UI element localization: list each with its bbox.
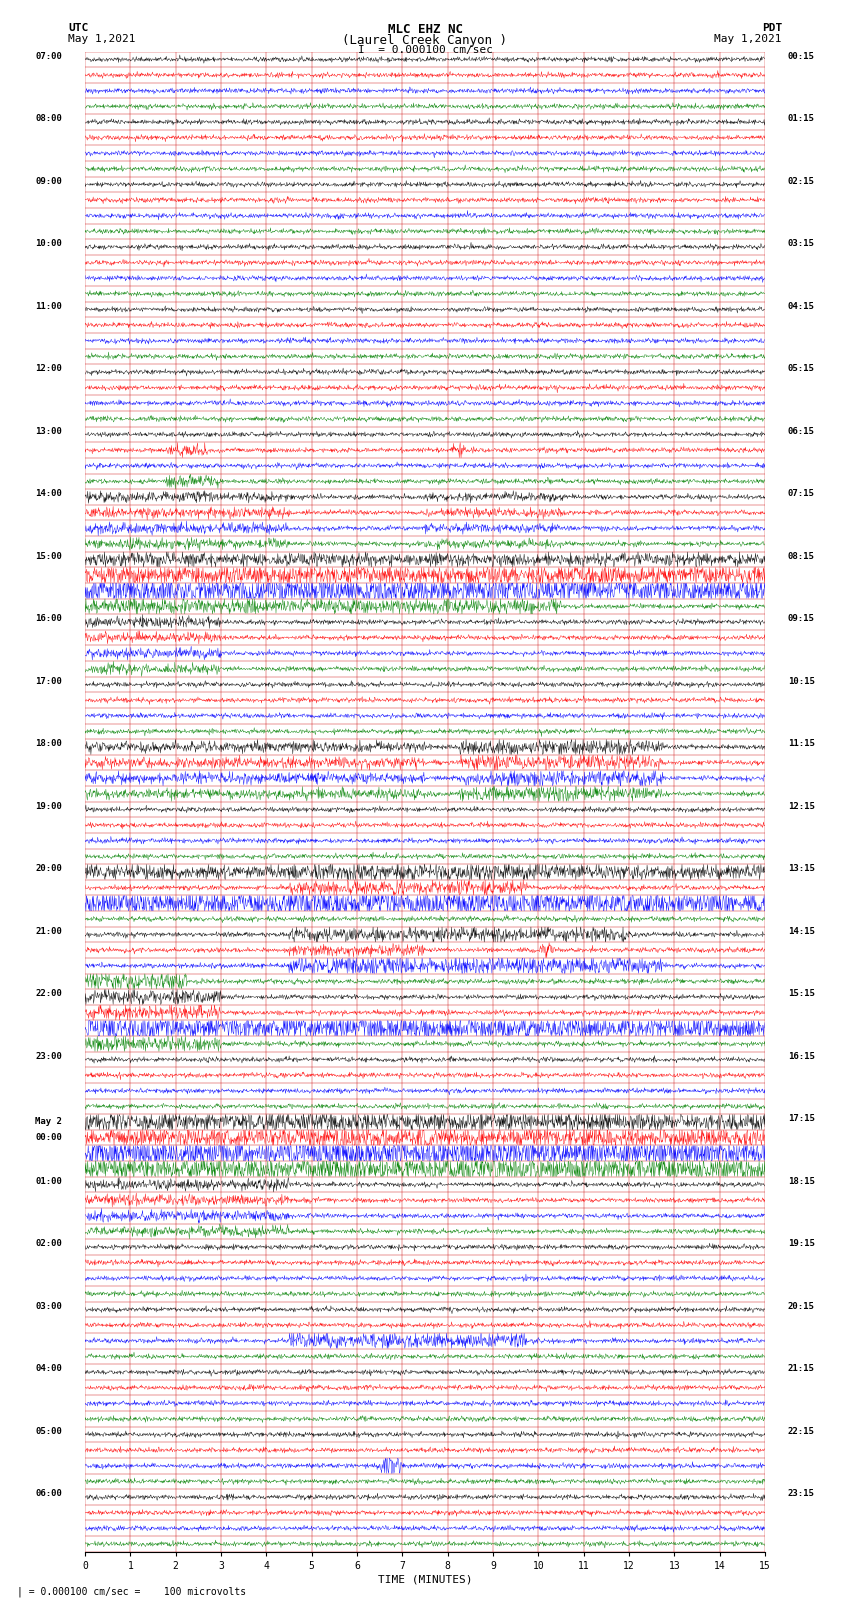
Text: 05:15: 05:15 [788,365,814,373]
Text: 19:00: 19:00 [36,802,62,811]
Text: 21:15: 21:15 [788,1365,814,1373]
Text: 18:00: 18:00 [36,739,62,748]
Text: 18:15: 18:15 [788,1177,814,1186]
Text: 08:00: 08:00 [36,115,62,123]
Text: 14:15: 14:15 [788,926,814,936]
Text: 01:15: 01:15 [788,115,814,123]
Text: 12:00: 12:00 [36,365,62,373]
Text: 06:15: 06:15 [788,427,814,436]
Text: 02:15: 02:15 [788,177,814,185]
Text: | = 0.000100 cm/sec =    100 microvolts: | = 0.000100 cm/sec = 100 microvolts [17,1586,246,1597]
Text: 15:00: 15:00 [36,552,62,561]
Text: 20:15: 20:15 [788,1302,814,1311]
Text: 00:15: 00:15 [788,52,814,61]
Text: 03:00: 03:00 [36,1302,62,1311]
Text: 04:00: 04:00 [36,1365,62,1373]
Text: 08:15: 08:15 [788,552,814,561]
Text: May 1,2021: May 1,2021 [715,34,782,44]
Text: 15:15: 15:15 [788,989,814,998]
Text: 20:00: 20:00 [36,865,62,873]
Text: 00:00: 00:00 [36,1132,62,1142]
Text: 22:00: 22:00 [36,989,62,998]
X-axis label: TIME (MINUTES): TIME (MINUTES) [377,1574,473,1586]
Text: 09:00: 09:00 [36,177,62,185]
Text: 16:15: 16:15 [788,1052,814,1061]
Text: 13:15: 13:15 [788,865,814,873]
Text: 16:00: 16:00 [36,615,62,623]
Text: 06:00: 06:00 [36,1489,62,1498]
Text: 17:15: 17:15 [788,1115,814,1123]
Text: 07:15: 07:15 [788,489,814,498]
Text: 09:15: 09:15 [788,615,814,623]
Text: May 1,2021: May 1,2021 [68,34,135,44]
Text: 11:00: 11:00 [36,302,62,311]
Text: 07:00: 07:00 [36,52,62,61]
Text: 23:00: 23:00 [36,1052,62,1061]
Text: 21:00: 21:00 [36,926,62,936]
Text: 12:15: 12:15 [788,802,814,811]
Text: 23:15: 23:15 [788,1489,814,1498]
Text: UTC: UTC [68,23,88,32]
Text: 17:00: 17:00 [36,677,62,686]
Text: 04:15: 04:15 [788,302,814,311]
Text: 19:15: 19:15 [788,1239,814,1248]
Text: 02:00: 02:00 [36,1239,62,1248]
Text: May 2: May 2 [36,1118,62,1126]
Text: PDT: PDT [762,23,782,32]
Text: 13:00: 13:00 [36,427,62,436]
Text: I  = 0.000100 cm/sec: I = 0.000100 cm/sec [358,45,492,55]
Text: 22:15: 22:15 [788,1426,814,1436]
Text: 01:00: 01:00 [36,1177,62,1186]
Text: 11:15: 11:15 [788,739,814,748]
Text: 10:00: 10:00 [36,239,62,248]
Text: MLC EHZ NC: MLC EHZ NC [388,23,462,35]
Text: 05:00: 05:00 [36,1426,62,1436]
Text: 10:15: 10:15 [788,677,814,686]
Text: (Laurel Creek Canyon ): (Laurel Creek Canyon ) [343,34,507,47]
Text: 03:15: 03:15 [788,239,814,248]
Text: 14:00: 14:00 [36,489,62,498]
